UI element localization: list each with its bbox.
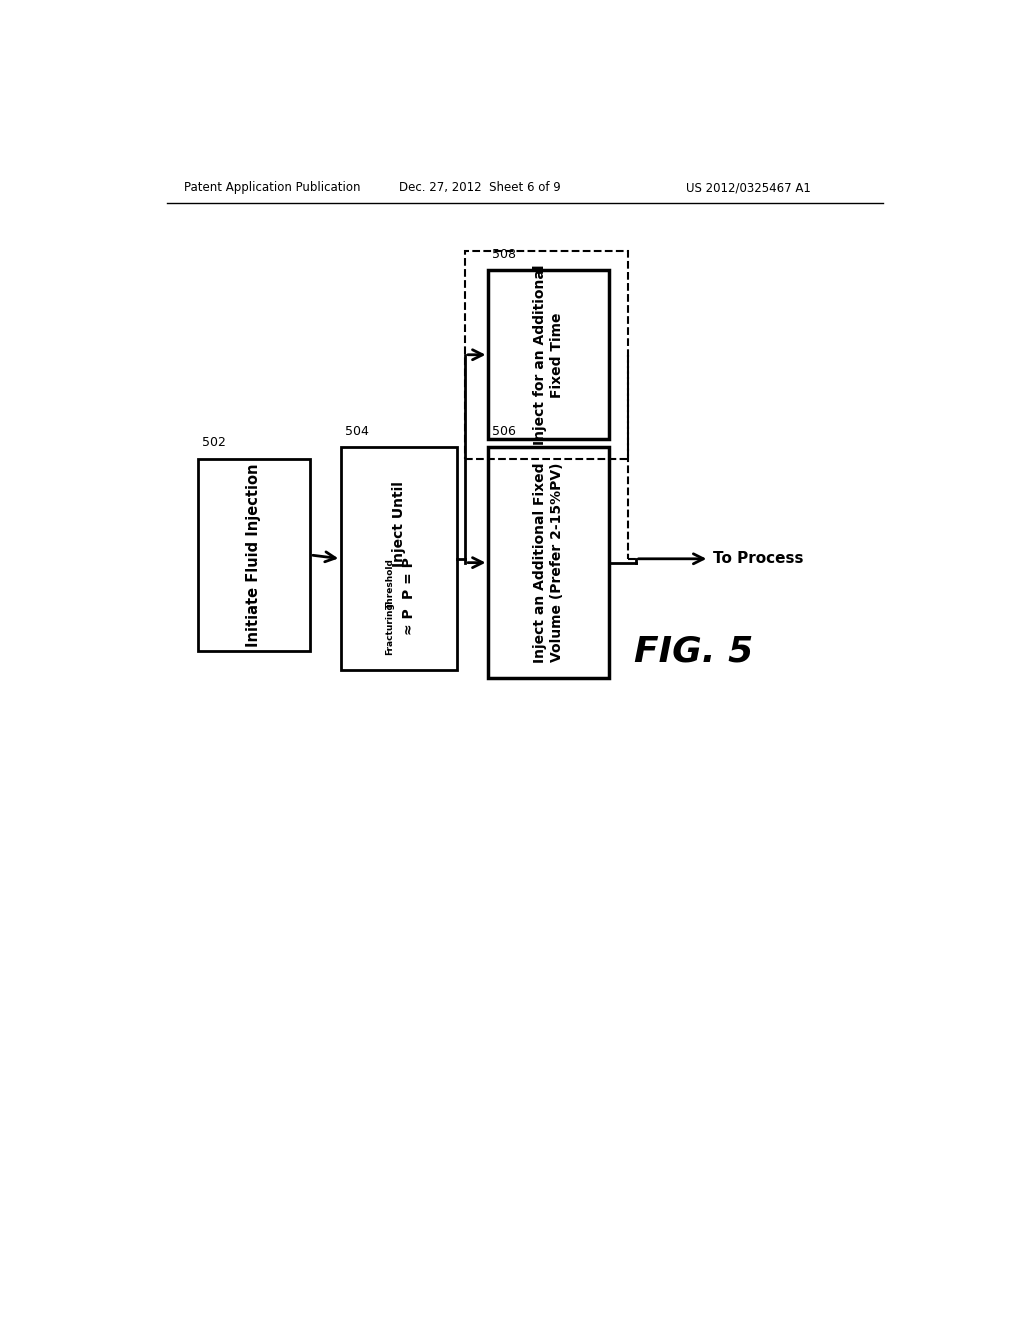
Text: Inject Until: Inject Until — [392, 482, 407, 568]
Text: To Process: To Process — [713, 552, 804, 566]
Text: Threshold: Threshold — [385, 558, 394, 609]
Text: US 2012/0325467 A1: US 2012/0325467 A1 — [686, 181, 811, 194]
Text: 502: 502 — [202, 437, 225, 450]
Text: FIG. 5: FIG. 5 — [634, 634, 754, 668]
Text: Fracturing: Fracturing — [385, 602, 394, 655]
Text: Patent Application Publication: Patent Application Publication — [183, 181, 360, 194]
Bar — [198, 459, 310, 651]
Bar — [488, 271, 608, 440]
Text: 506: 506 — [493, 425, 516, 438]
Text: Inject an Additional Fixed
Volume (Prefer 2-15%PV): Inject an Additional Fixed Volume (Prefe… — [534, 462, 563, 663]
Text: P = P: P = P — [401, 557, 416, 599]
Text: 504: 504 — [345, 425, 369, 438]
Bar — [341, 447, 458, 671]
Text: ≈ P: ≈ P — [401, 609, 416, 635]
Text: Dec. 27, 2012  Sheet 6 of 9: Dec. 27, 2012 Sheet 6 of 9 — [399, 181, 561, 194]
Bar — [488, 447, 608, 678]
Text: Initiate Fluid Injection: Initiate Fluid Injection — [247, 463, 261, 647]
Text: 508: 508 — [493, 248, 516, 261]
Text: Inject for an Additional
Fixed Time: Inject for an Additional Fixed Time — [534, 264, 563, 445]
Bar — [465, 251, 628, 459]
